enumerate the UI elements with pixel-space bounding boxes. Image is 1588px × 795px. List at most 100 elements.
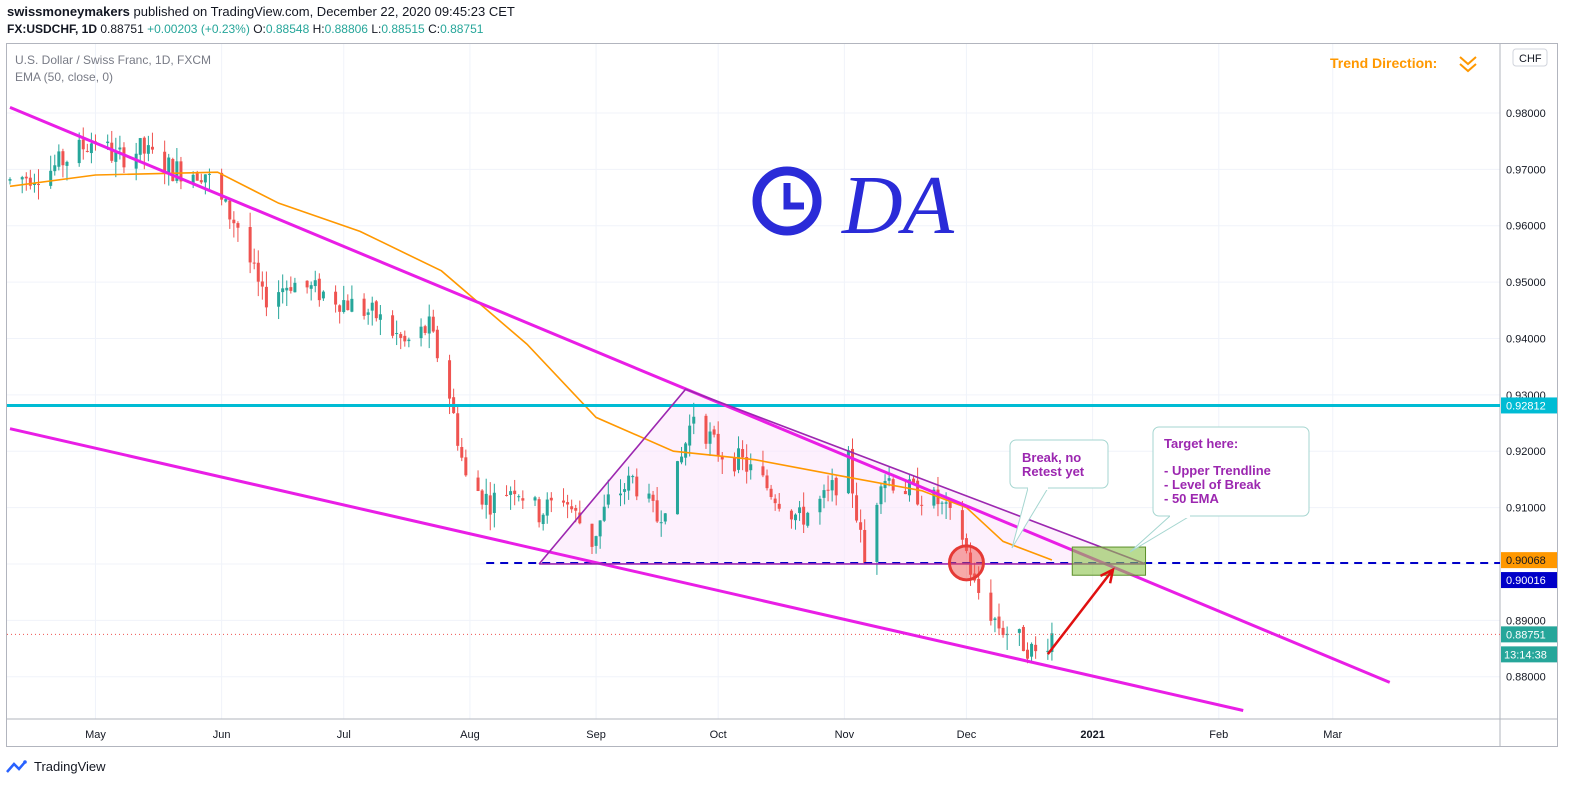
- candle-body: [826, 489, 830, 491]
- candle-body: [574, 508, 578, 511]
- candle-body: [399, 334, 403, 338]
- candle-body: [720, 456, 724, 460]
- lower-trendline: [9, 427, 1244, 712]
- axis-ticks: 0.980000.970000.960000.950000.940000.930…: [85, 108, 1546, 741]
- candle-body: [822, 490, 826, 498]
- tradingview-footer[interactable]: TradingView: [6, 759, 106, 774]
- candle-body: [688, 425, 692, 446]
- candle-body: [533, 497, 537, 501]
- target-item-2: - Level of Break: [1164, 477, 1262, 492]
- candle-body: [549, 497, 553, 501]
- price-label-break: 0.90016: [1501, 572, 1557, 589]
- candle-body: [655, 500, 659, 522]
- candle-body: [1050, 633, 1054, 653]
- candle-body: [566, 502, 570, 505]
- candle-body: [256, 262, 260, 282]
- candle-body: [916, 480, 920, 505]
- candle-body: [346, 300, 350, 311]
- candle-body: [578, 512, 582, 524]
- y-tick-label: 0.89000: [1506, 615, 1546, 627]
- candle-body: [264, 286, 268, 308]
- x-tick-label: Jun: [213, 729, 231, 741]
- candle-body: [61, 151, 65, 166]
- candle-body: [684, 443, 688, 458]
- candle-body: [85, 150, 89, 152]
- candle-body: [460, 446, 464, 458]
- candle-body: [1026, 649, 1029, 659]
- candle-body: [179, 161, 183, 182]
- candle-body: [1046, 650, 1050, 653]
- candle-body: [545, 499, 549, 516]
- candle-body: [932, 489, 936, 506]
- candle-body: [289, 287, 293, 291]
- handwriting-label: DA: [841, 159, 955, 252]
- author-name[interactable]: swissmoneymakers: [7, 4, 130, 19]
- candlestick-series: [8, 127, 1054, 664]
- y-tick-label: 0.92000: [1506, 446, 1546, 458]
- candle-body: [777, 503, 781, 509]
- candle-body: [313, 280, 317, 287]
- candle-body: [199, 180, 203, 183]
- candle-body: [374, 301, 378, 319]
- candle-body: [81, 139, 85, 150]
- candle-body: [220, 172, 224, 200]
- candle-body: [317, 278, 321, 301]
- wedge-pattern: [538, 388, 1146, 565]
- candle-body: [802, 506, 806, 525]
- candle-body: [171, 159, 175, 182]
- projection-arrowhead: [1099, 567, 1115, 584]
- candle-body: [517, 496, 521, 498]
- candle-body: [1021, 626, 1025, 652]
- candle-body: [228, 200, 232, 220]
- currency-label: CHF: [1519, 53, 1542, 65]
- candle-body: [846, 450, 850, 494]
- candle-body: [1001, 627, 1005, 636]
- candle-body: [492, 492, 496, 513]
- chart-frame: [6, 43, 1558, 747]
- last-value: 0.88751: [100, 22, 144, 36]
- candle-body: [745, 457, 749, 472]
- currency-button[interactable]: CHF: [1512, 48, 1548, 67]
- candle-body: [863, 529, 867, 564]
- candle-body: [427, 316, 431, 334]
- candle-body: [1034, 644, 1038, 652]
- candle-body: [77, 139, 81, 164]
- candle-body: [419, 326, 423, 339]
- candle-body: [521, 498, 525, 501]
- price-label-ema-text: 0.90068: [1506, 555, 1546, 567]
- candle-body: [252, 262, 256, 264]
- candle-body: [146, 145, 150, 154]
- candle-body: [334, 291, 338, 305]
- close-label: C:: [428, 22, 441, 36]
- low-value: 0.88515: [381, 22, 425, 36]
- candle-body: [195, 173, 199, 181]
- candle-body: [659, 522, 663, 524]
- candle-body: [24, 176, 28, 179]
- tradingview-brand: TradingView: [34, 759, 106, 774]
- candle-body: [765, 475, 769, 489]
- ema-50-line: [9, 171, 1053, 561]
- candle-body: [989, 592, 993, 621]
- candle-body: [887, 478, 891, 481]
- candle-body: [635, 476, 639, 497]
- y-tick-label: 0.94000: [1506, 333, 1546, 345]
- candle-body: [57, 151, 61, 167]
- candle-body: [692, 416, 696, 424]
- candle-body: [163, 151, 167, 174]
- candle-body: [281, 288, 285, 293]
- candle-body: [663, 513, 667, 522]
- candle-body: [232, 219, 236, 224]
- candle-body: [741, 449, 745, 458]
- candle-body: [53, 165, 57, 172]
- candle-body: [920, 504, 924, 506]
- candle-body: [293, 282, 297, 293]
- candle-body: [606, 494, 610, 505]
- candle-body: [794, 514, 798, 521]
- candle-body: [118, 147, 122, 150]
- candle-body: [749, 464, 753, 471]
- candle-body: [142, 137, 146, 154]
- candle-body: [321, 291, 325, 299]
- candle-body: [590, 523, 594, 547]
- clock-icon: [752, 166, 822, 236]
